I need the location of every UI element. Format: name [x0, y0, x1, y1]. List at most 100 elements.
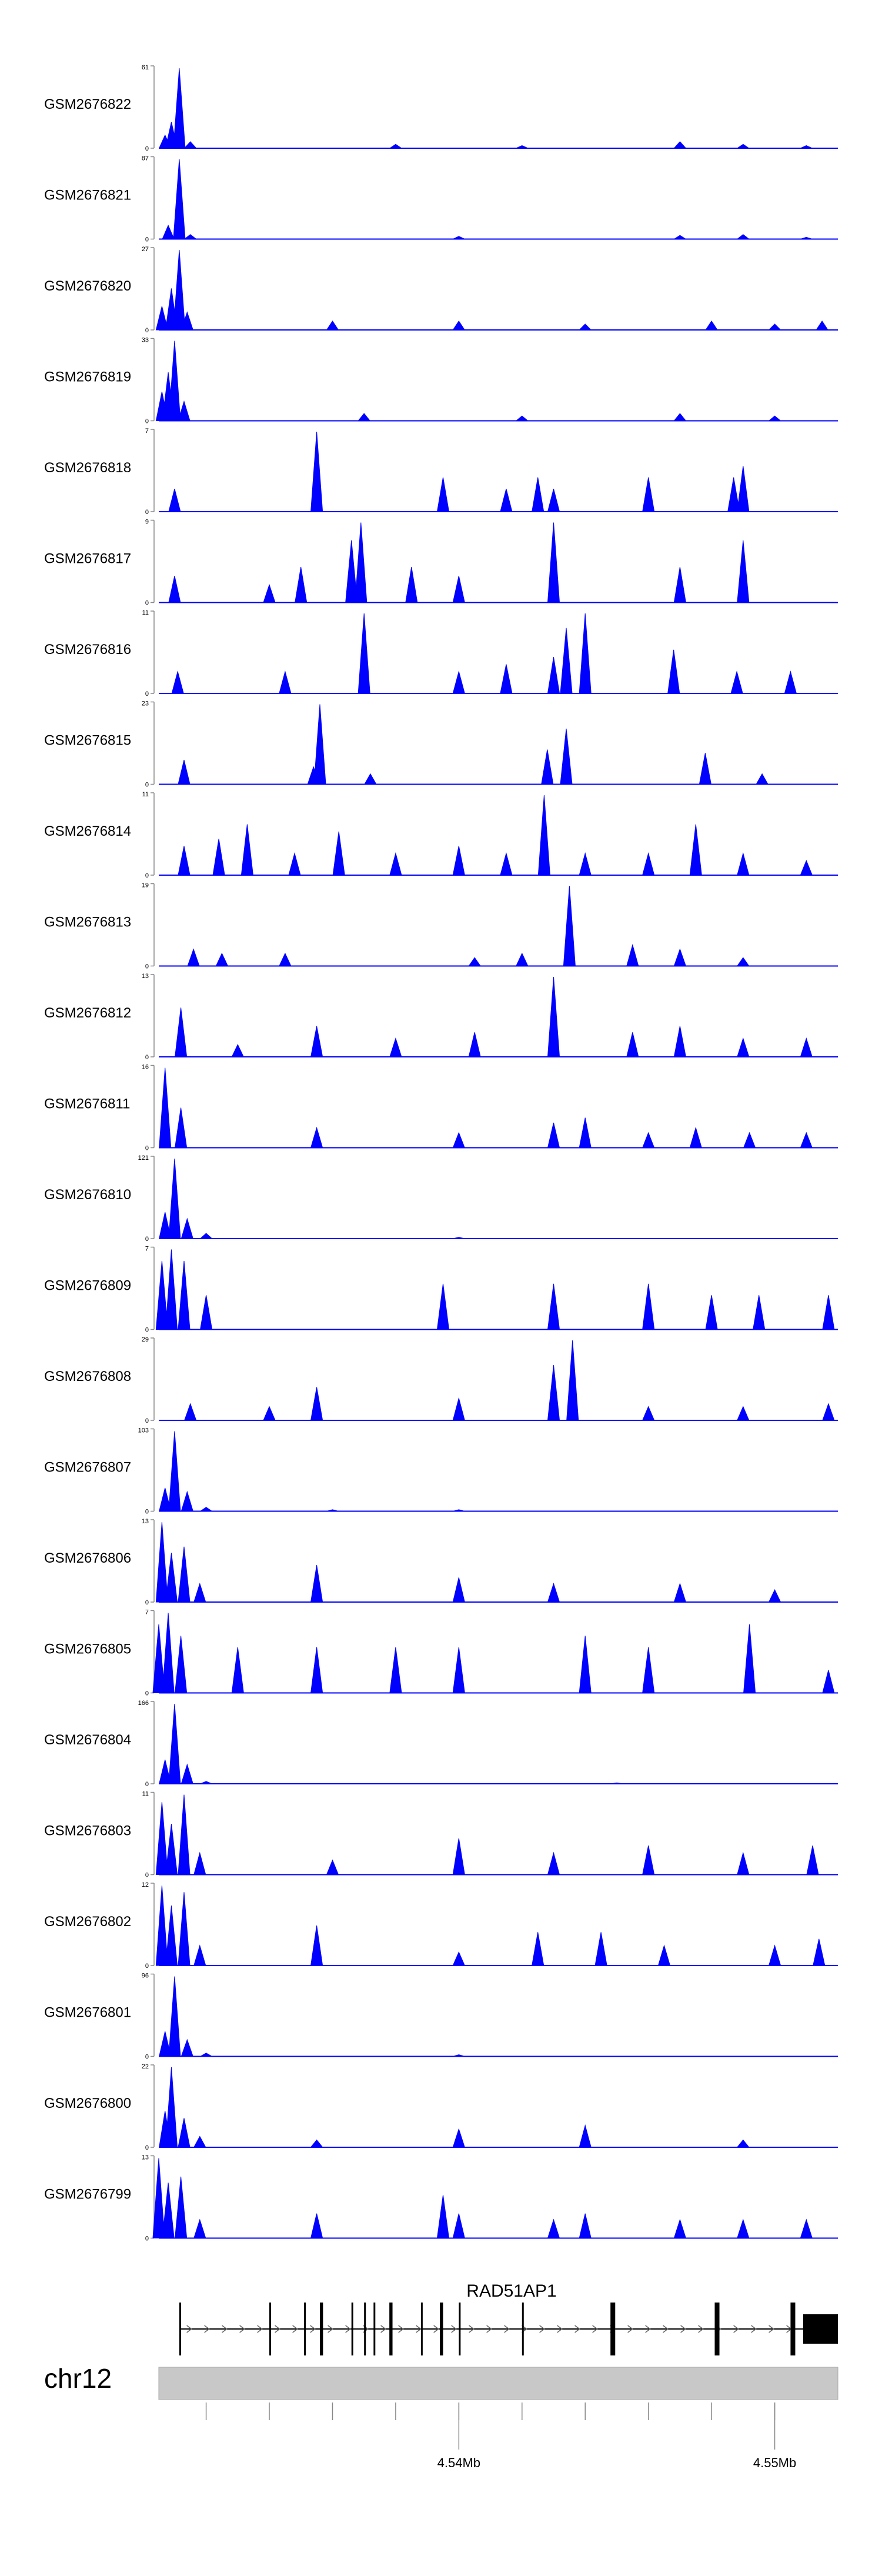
- signal-area: [159, 976, 838, 1057]
- strand-arrow: [645, 2325, 651, 2333]
- y-max-label: 11: [142, 791, 149, 798]
- strand-arrow: [416, 2325, 422, 2333]
- signal-area: [159, 1158, 838, 1239]
- strand-arrow: [486, 2325, 492, 2333]
- signal-area: [159, 886, 838, 966]
- y-max-label: 33: [142, 337, 149, 344]
- y-max-label: 7: [145, 1246, 149, 1253]
- y-zero-label: 0: [145, 509, 149, 516]
- track-GSM2676817: GSM2676817 9 0: [44, 519, 838, 607]
- track-GSM2676805: GSM2676805 7 0: [44, 1609, 838, 1697]
- track-GSM2676819: GSM2676819 33 0: [44, 337, 838, 425]
- track-label: GSM2676820: [44, 278, 131, 294]
- y-zero-label: 0: [145, 145, 149, 152]
- exon: [440, 2303, 443, 2355]
- strand-arrow: [275, 2325, 280, 2333]
- track-label: GSM2676803: [44, 1823, 131, 1839]
- y-zero-label: 0: [145, 2054, 149, 2061]
- gene-track: RAD51AP1: [179, 2281, 838, 2355]
- exon: [304, 2303, 306, 2355]
- strand-arrow: [539, 2325, 545, 2333]
- track-label: GSM2676809: [44, 1278, 131, 1294]
- strand-arrow: [433, 2325, 439, 2333]
- track-GSM2676811: GSM2676811 16 0: [44, 1064, 838, 1152]
- y-max-label: 22: [142, 2063, 149, 2070]
- y-zero-label: 0: [145, 1145, 149, 1152]
- y-zero-label: 0: [145, 1327, 149, 1334]
- signal-area: [159, 795, 838, 876]
- y-zero-label: 0: [145, 872, 149, 879]
- strand-arrow: [751, 2325, 757, 2333]
- track-label: GSM2676819: [44, 369, 131, 385]
- y-zero-label: 0: [145, 1781, 149, 1788]
- strand-arrow: [592, 2325, 598, 2333]
- ideogram-band: [158, 2367, 838, 2400]
- y-zero-label: 0: [145, 1872, 149, 1879]
- track-label: GSM2676813: [44, 915, 131, 930]
- track-label: GSM2676802: [44, 1914, 131, 1930]
- track-label: GSM2676817: [44, 551, 131, 567]
- y-zero-label: 0: [145, 1599, 149, 1606]
- signal-area: [159, 704, 838, 785]
- y-zero-label: 0: [145, 2144, 149, 2151]
- exon: [269, 2303, 272, 2355]
- track-label: GSM2676808: [44, 1369, 131, 1384]
- strand-arrow: [469, 2325, 475, 2333]
- track-GSM2676804: GSM2676804 166 0: [44, 1700, 838, 1788]
- track-label: GSM2676807: [44, 1460, 131, 1476]
- signal-area: [159, 1976, 838, 2057]
- exon: [522, 2303, 524, 2355]
- track-label: GSM2676800: [44, 2095, 131, 2111]
- y-zero-label: 0: [145, 1417, 149, 1424]
- strand-arrow: [257, 2325, 263, 2333]
- track-label: GSM2676821: [44, 188, 131, 203]
- exon: [351, 2303, 353, 2355]
- track-label: GSM2676801: [44, 2005, 131, 2021]
- strand-arrow: [574, 2325, 580, 2333]
- y-max-label: 23: [142, 700, 149, 708]
- signal-area: [159, 1431, 838, 1511]
- strand-arrow: [769, 2325, 774, 2333]
- y-max-label: 13: [142, 2154, 149, 2161]
- y-max-label: 11: [142, 1791, 149, 1798]
- y-max-label: 12: [142, 1881, 149, 1888]
- track-GSM2676815: GSM2676815 23 0: [44, 700, 838, 789]
- y-max-label: 96: [142, 1973, 149, 1980]
- track-label: GSM2676804: [44, 1732, 131, 1748]
- y-zero-label: 0: [145, 1054, 149, 1061]
- exon: [459, 2303, 461, 2355]
- signal-area: [155, 249, 838, 331]
- signal-area: [152, 1613, 838, 1693]
- strand-arrow: [504, 2325, 510, 2333]
- strand-arrow: [680, 2325, 686, 2333]
- track-GSM2676820: GSM2676820 27 0: [44, 246, 838, 334]
- y-zero-label: 0: [145, 600, 149, 607]
- exon: [364, 2303, 366, 2355]
- y-max-label: 121: [138, 1154, 149, 1162]
- y-max-label: 61: [142, 64, 149, 71]
- exon: [803, 2314, 838, 2344]
- exon: [420, 2303, 423, 2355]
- strand-arrow: [239, 2325, 245, 2333]
- track-label: GSM2676814: [44, 823, 131, 839]
- track-label: GSM2676815: [44, 733, 131, 749]
- strand-arrow: [627, 2325, 633, 2333]
- strand-arrow: [451, 2325, 457, 2333]
- exon: [179, 2303, 181, 2355]
- y-zero-label: 0: [145, 2235, 149, 2243]
- track-GSM2676809: GSM2676809 7 0: [44, 1246, 838, 1334]
- signal-area: [155, 341, 838, 421]
- signal-area: [159, 159, 838, 239]
- ideogram-track: chr12 4.54Mb 4.55Mb: [44, 2363, 838, 2470]
- y-max-label: 19: [142, 882, 149, 889]
- track-label: GSM2676805: [44, 1641, 131, 1657]
- track-GSM2676813: GSM2676813 19 0: [44, 882, 838, 970]
- track-label: GSM2676818: [44, 460, 131, 476]
- signal-area: [155, 1521, 838, 1603]
- axis-tick-label: 4.55Mb: [753, 2455, 796, 2470]
- track-GSM2676810: GSM2676810 121 0: [44, 1154, 838, 1243]
- track-GSM2676807: GSM2676807 103 0: [44, 1427, 838, 1516]
- y-max-label: 7: [145, 428, 149, 435]
- y-zero-label: 0: [145, 690, 149, 698]
- signal-area: [152, 2158, 838, 2238]
